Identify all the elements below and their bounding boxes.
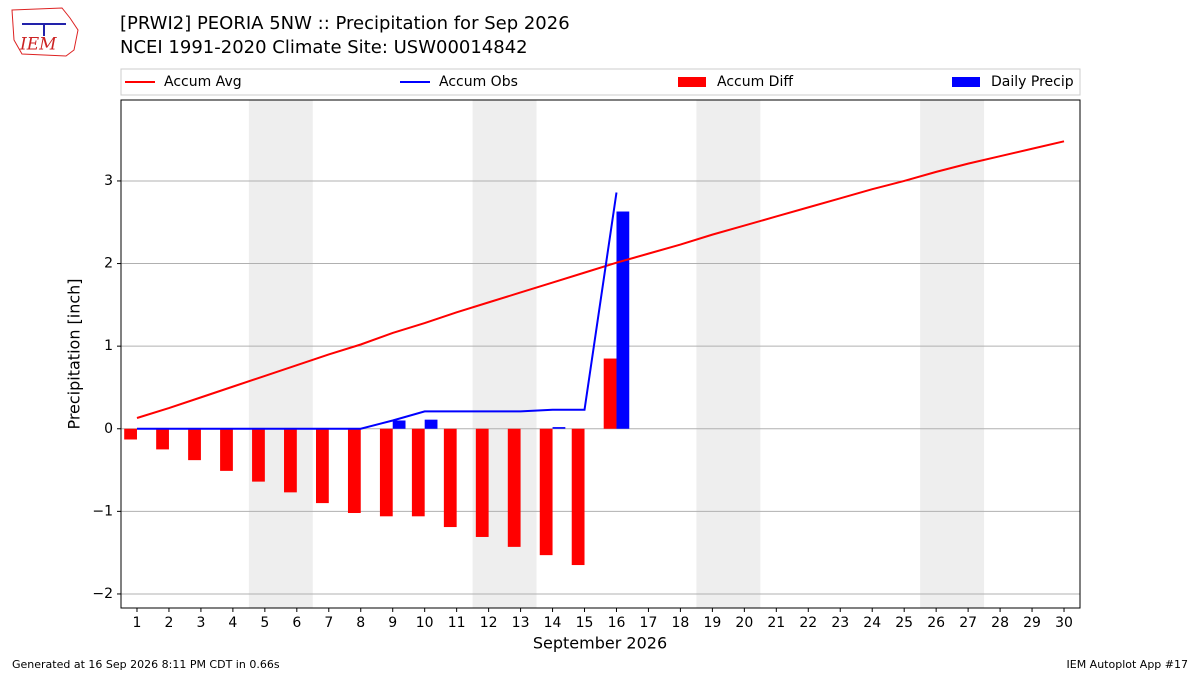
- x-tick-label: 29: [1023, 615, 1041, 631]
- footer-right: IEM Autoplot App #17: [1067, 658, 1189, 671]
- x-axis-label: September 2026: [533, 634, 667, 653]
- x-tick-label: 28: [991, 615, 1009, 631]
- x-tick-label: 4: [228, 615, 237, 631]
- y-tick-label: 1: [104, 338, 113, 354]
- logo: IEM: [11, 7, 79, 57]
- x-tick-label: 26: [927, 615, 945, 631]
- x-tick-label: 19: [703, 615, 721, 631]
- x-tick-label: 17: [640, 615, 658, 631]
- x-tick-label: 23: [831, 615, 849, 631]
- line: [136, 192, 618, 430]
- bar: [252, 428, 265, 482]
- x-tick-label: 21: [767, 615, 785, 631]
- bar: [315, 428, 329, 504]
- x-tick-label: 3: [196, 615, 205, 631]
- x-tick-label: 10: [416, 615, 434, 631]
- bar: [475, 428, 489, 537]
- y-tick-label: 3: [104, 173, 113, 189]
- y-axis-label: Precipitation [inch]: [65, 278, 84, 429]
- weekend-band: [920, 100, 985, 608]
- bar: [392, 420, 406, 429]
- bar: [443, 428, 457, 528]
- legend-label: Accum Diff: [717, 74, 793, 90]
- bar: [124, 428, 137, 440]
- x-tick-label: 27: [959, 615, 977, 631]
- weekend-band: [248, 100, 313, 608]
- bar: [507, 428, 521, 547]
- bar: [603, 358, 617, 429]
- x-tick-label: 5: [260, 615, 269, 631]
- x-tick-label: 9: [388, 615, 397, 631]
- legend-label: Accum Avg: [164, 74, 242, 90]
- y-tick-label: −1: [92, 503, 113, 519]
- x-tick-label: 7: [324, 615, 333, 631]
- bar: [424, 419, 438, 429]
- x-tick-label: 16: [608, 615, 626, 631]
- x-tick-label: 14: [544, 615, 562, 631]
- plot-frame: [120, 99, 1081, 609]
- x-tick-label: 8: [356, 615, 365, 631]
- legend-label: Daily Precip: [991, 74, 1074, 90]
- x-tick-label: 6: [292, 615, 301, 631]
- bar: [539, 428, 553, 556]
- y-tick-label: 0: [104, 421, 113, 437]
- x-tick-label: 15: [576, 615, 594, 631]
- x-tick-label: 25: [895, 615, 913, 631]
- line: [136, 140, 1065, 419]
- x-tick-label: 13: [512, 615, 530, 631]
- x-tick-label: 18: [672, 615, 690, 631]
- chart-subtitle: NCEI 1991-2020 Climate Site: USW00014842: [120, 37, 528, 58]
- bar: [571, 428, 585, 566]
- x-tick-label: 24: [863, 615, 881, 631]
- bar: [284, 428, 297, 493]
- y-tick-label: 2: [104, 256, 113, 272]
- bar: [616, 211, 630, 429]
- y-tick-label: −2: [92, 586, 113, 602]
- x-tick-label: 20: [735, 615, 753, 631]
- logo-text: IEM: [19, 35, 57, 55]
- footer-left: Generated at 16 Sep 2026 8:11 PM CDT in …: [12, 658, 280, 671]
- x-tick-label: 2: [164, 615, 173, 631]
- legend-label: Accum Obs: [439, 74, 518, 90]
- legend-swatch: [952, 77, 980, 87]
- bar: [411, 428, 425, 517]
- bar: [220, 428, 233, 471]
- x-tick-label: 22: [799, 615, 817, 631]
- x-tick-label: 30: [1055, 615, 1073, 631]
- bar: [347, 428, 361, 514]
- chart-title: [PRWI2] PEORIA 5NW :: Precipitation for …: [120, 13, 570, 34]
- x-tick-label: 1: [133, 615, 142, 631]
- legend-swatch: [678, 77, 706, 87]
- bar: [379, 428, 393, 517]
- bar: [188, 428, 201, 461]
- bar: [552, 427, 566, 429]
- x-tick-label: 12: [480, 615, 498, 631]
- bar: [156, 428, 169, 450]
- weekend-band: [696, 100, 761, 608]
- legend-box: [120, 68, 1081, 96]
- x-tick-label: 11: [448, 615, 466, 631]
